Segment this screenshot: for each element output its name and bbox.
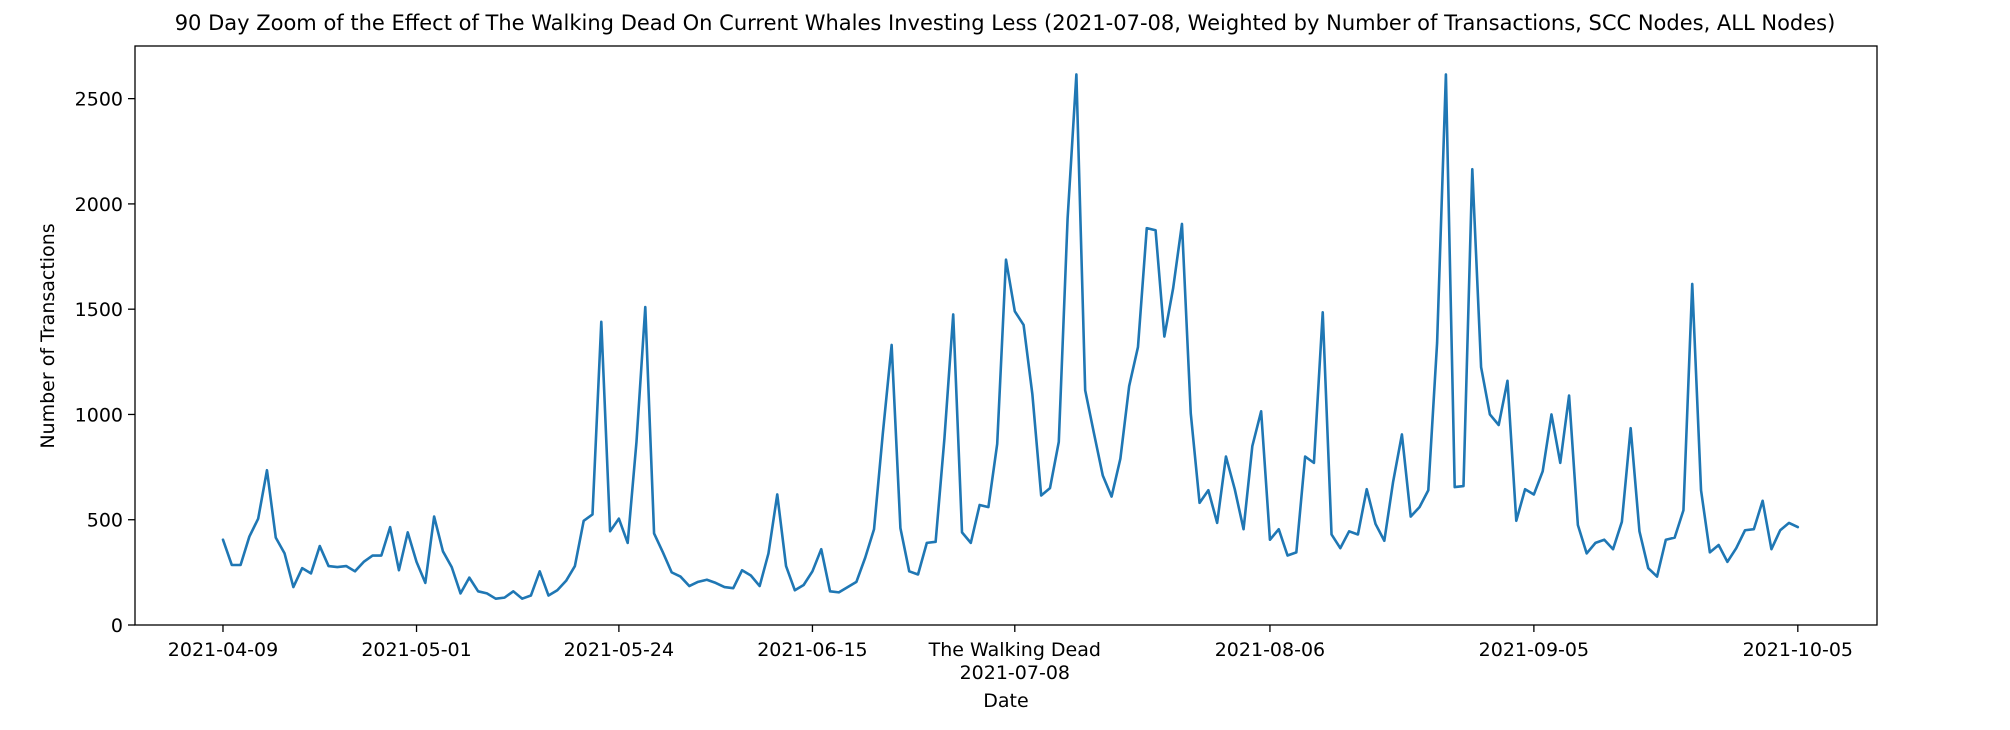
x-tick-label: 2021-04-09 bbox=[168, 639, 278, 661]
y-tick-label: 2500 bbox=[75, 89, 123, 111]
x-tick-label: 2021-05-01 bbox=[361, 639, 471, 661]
chart-title: 90 Day Zoom of the Effect of The Walking… bbox=[175, 11, 1836, 35]
x-tick-sublabel: 2021-07-08 bbox=[960, 662, 1070, 684]
x-axis-label: Date bbox=[983, 690, 1028, 712]
y-tick-label: 2000 bbox=[75, 194, 123, 216]
x-tick-label: 2021-08-06 bbox=[1215, 639, 1325, 661]
x-axis: 2021-04-09 2021-05-01 2021-05-24 2021-06-15… bbox=[168, 625, 1853, 684]
series-line bbox=[223, 74, 1798, 598]
y-tick-label: 1500 bbox=[75, 299, 123, 321]
y-tick-label: 1000 bbox=[75, 404, 123, 426]
x-tick-label: 2021-09-05 bbox=[1479, 639, 1589, 661]
x-tick-label: 2021-05-24 bbox=[564, 639, 674, 661]
x-tick-label: 2021-10-05 bbox=[1743, 639, 1853, 661]
x-tick-label: The Walking Dead bbox=[928, 639, 1101, 661]
data-points bbox=[223, 74, 1798, 598]
y-tick-label: 500 bbox=[87, 510, 123, 532]
y-axis: 0 500 1000 1500 2000 2500 bbox=[75, 89, 135, 637]
y-tick-label: 0 bbox=[111, 615, 123, 637]
y-axis-label: Number of Transactions bbox=[37, 223, 59, 448]
x-tick-label: 2021-06-15 bbox=[757, 639, 867, 661]
